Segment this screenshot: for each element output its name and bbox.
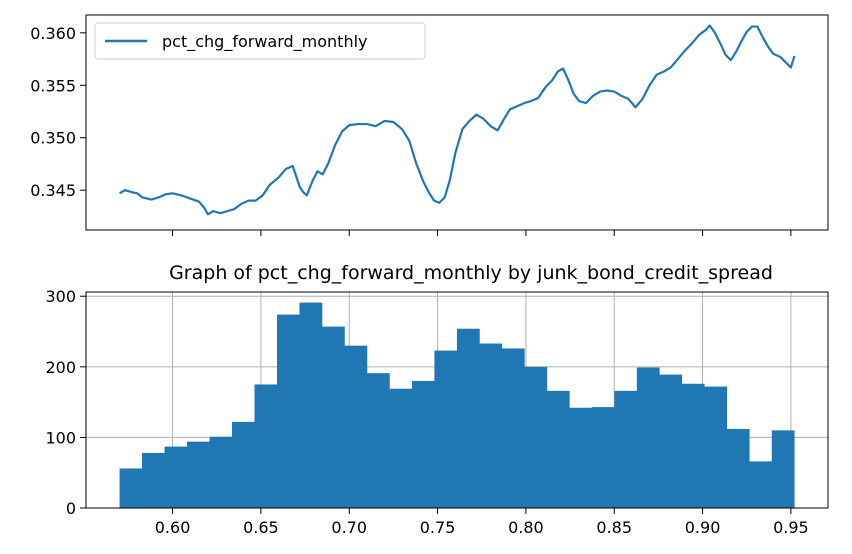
y-tick-label: 200	[45, 358, 76, 377]
histogram-y-ticks: 0 100 200 300	[45, 287, 86, 518]
y-tick-label: 0.355	[30, 76, 76, 95]
x-tick-label: 0.80	[508, 518, 544, 537]
x-tick-label: 0.65	[243, 518, 279, 537]
histogram-bar	[254, 384, 278, 508]
legend-box	[94, 22, 426, 60]
histogram-bar	[501, 348, 525, 508]
histogram-bar	[164, 446, 188, 508]
x-tick-label: 0.85	[596, 518, 632, 537]
histogram-bar	[636, 367, 660, 508]
histogram-bar	[187, 441, 210, 508]
line-chart-x-ticks	[172, 230, 792, 236]
histogram-bars	[119, 302, 795, 508]
y-tick-label: 0.345	[30, 181, 76, 200]
histogram-bar	[614, 390, 638, 508]
histogram-bar	[389, 388, 413, 508]
line-chart-y-ticks: 0.345 0.350 0.355 0.360	[30, 24, 86, 200]
histogram-bar	[704, 386, 728, 508]
x-tick-label: 0.70	[331, 518, 367, 537]
histogram-bar	[591, 407, 615, 508]
histogram-bar	[299, 302, 323, 508]
histogram-bar	[524, 366, 548, 508]
histogram-bar	[344, 345, 368, 508]
histogram-bar	[411, 380, 435, 508]
histogram-bar	[726, 428, 750, 508]
histogram-bar	[142, 452, 165, 508]
histogram-x-ticks: 0.60 0.65 0.70 0.75 0.80 0.85 0.90 0.95	[155, 508, 809, 537]
histogram-bar	[366, 373, 390, 508]
histogram-bar	[321, 326, 345, 508]
histogram-bar	[479, 343, 503, 508]
line-chart-frame	[85, 14, 829, 231]
histogram-bar	[546, 390, 570, 508]
y-tick-label: 300	[45, 287, 76, 306]
line-series-pct-chg-forward-monthly	[119, 24, 796, 216]
legend-label: pct_chg_forward_monthly	[162, 32, 368, 52]
histogram-bar	[681, 383, 705, 508]
x-tick-label: 0.75	[420, 518, 456, 537]
x-tick-label: 0.95	[773, 518, 809, 537]
histogram-bar	[209, 436, 233, 508]
histogram-bar	[119, 468, 143, 508]
histogram-bar	[434, 350, 458, 508]
line-chart: 0.345 0.350 0.355 0.360 pct_chg_forward_mon…	[30, 14, 829, 236]
x-tick-label: 0.60	[155, 518, 191, 537]
x-tick-label: 0.90	[685, 518, 721, 537]
histogram-bar	[771, 430, 795, 508]
histogram-bar	[232, 421, 255, 508]
y-tick-label: 0.350	[30, 129, 76, 148]
histogram-chart: Graph of pct_chg_forward_monthly by junk…	[45, 262, 829, 537]
chart-title: Graph of pct_chg_forward_monthly by junk…	[169, 262, 773, 284]
y-tick-label: 100	[45, 428, 76, 447]
histogram-bar	[569, 407, 593, 508]
y-tick-label: 0.360	[30, 24, 76, 43]
histogram-bar	[276, 314, 300, 508]
histogram-bar	[659, 374, 683, 508]
histogram-frame	[85, 291, 829, 509]
y-tick-label: 0	[66, 499, 76, 518]
legend: pct_chg_forward_monthly	[94, 22, 426, 60]
line-series-group	[119, 24, 796, 216]
histogram-bar	[749, 461, 773, 508]
histogram-bar	[456, 328, 480, 508]
